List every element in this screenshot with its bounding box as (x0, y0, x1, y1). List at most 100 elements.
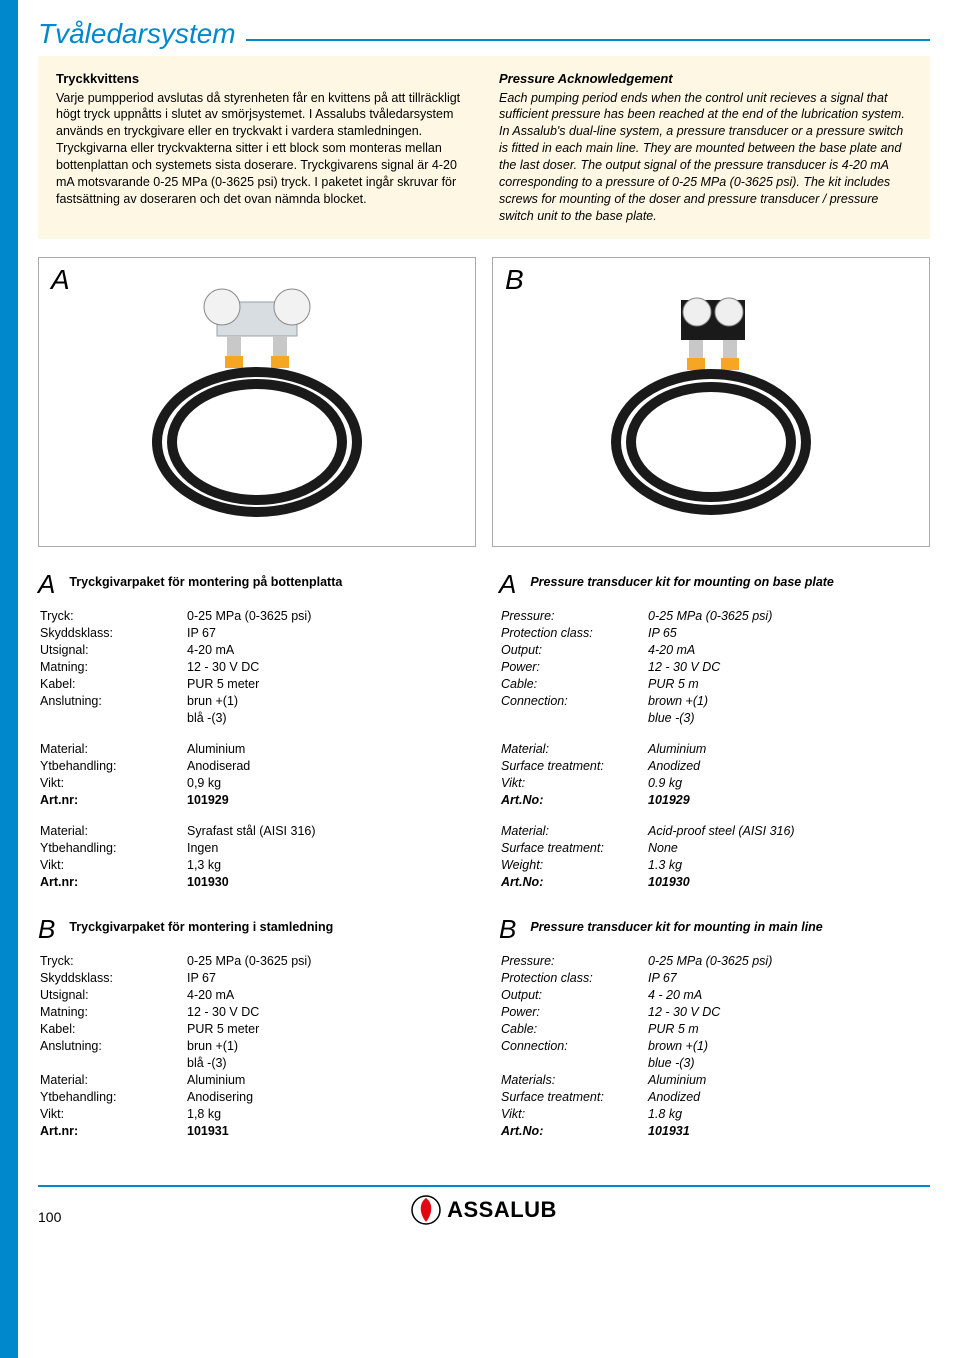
spec-label: Surface treatment: (501, 1090, 646, 1105)
spec-label: Connection: (501, 1039, 646, 1054)
spec-value: 0-25 MPa (0-3625 psi) (187, 954, 467, 969)
spec-label: Pressure: (501, 609, 646, 624)
spec-right-b-letter: B (499, 916, 516, 942)
spec-label (40, 711, 185, 726)
spec-left-b-letter: B (38, 916, 55, 942)
spec-col-right: A Pressure transducer kit for mounting o… (499, 571, 930, 1165)
spec-label: Cable: (501, 677, 646, 692)
spec-right-a-table2: Material:AluminiumSurface treatment:Anod… (499, 740, 930, 810)
spec-label: Pressure: (501, 954, 646, 969)
spec-value: 101931 (648, 1124, 928, 1139)
spec-right-a-letter: A (499, 571, 516, 597)
spec-right-b-title: Pressure transducer kit for mounting in … (530, 916, 822, 934)
spec-value: PUR 5 m (648, 1022, 928, 1037)
spec-right-a-table3: Material:Acid-proof steel (AISI 316)Surf… (499, 822, 930, 892)
spec-label: Skyddsklass: (40, 626, 185, 641)
spec-value: blå -(3) (187, 711, 467, 726)
spec-value: 12 - 30 V DC (187, 1005, 467, 1020)
spec-row: Kabel:PUR 5 meter (40, 1022, 467, 1037)
spec-value: 101929 (648, 793, 928, 808)
spec-row: Material:Syrafast stål (AISI 316) (40, 824, 467, 839)
spec-label: Art.nr: (40, 793, 185, 808)
assalub-logo: ASSALUB (411, 1195, 557, 1225)
spec-row: Vikt:1,3 kg (40, 858, 467, 873)
image-box-b: B (492, 257, 930, 547)
spec-value: 4-20 mA (187, 643, 467, 658)
spec-row: Ytbehandling:Ingen (40, 841, 467, 856)
spec-row: Surface treatment:Anodized (501, 1090, 928, 1105)
spec-label (501, 1056, 646, 1071)
spec-row: blå -(3) (40, 711, 467, 726)
spec-row: Anslutning:brun +(1) (40, 1039, 467, 1054)
spec-row: blue -(3) (501, 1056, 928, 1071)
spec-value: 101929 (187, 793, 467, 808)
spec-label: Power: (501, 660, 646, 675)
spec-value: blå -(3) (187, 1056, 467, 1071)
spec-label: Tryck: (40, 954, 185, 969)
spec-left-a-table2: Material:AluminiumYtbehandling:Anodisera… (38, 740, 469, 810)
spec-left-a: A Tryckgivarpaket för montering på botte… (38, 571, 469, 892)
spec-label: Material: (501, 742, 646, 757)
product-image-a (47, 266, 467, 538)
spec-label: Power: (501, 1005, 646, 1020)
spec-left-b-title: Tryckgivarpaket för montering i stamledn… (69, 916, 333, 934)
spec-value: IP 67 (648, 971, 928, 986)
spec-row: Cable:PUR 5 m (501, 1022, 928, 1037)
spec-value: Aluminium (648, 1073, 928, 1088)
spec-label: Protection class: (501, 971, 646, 986)
intro-left-heading: Tryckkvittens (56, 70, 469, 88)
spec-row: Utsignal:4-20 mA (40, 988, 467, 1003)
spec-row: Vikt:1,8 kg (40, 1107, 467, 1122)
spec-row: Ytbehandling:Anodisering (40, 1090, 467, 1105)
spec-row: Protection class:IP 67 (501, 971, 928, 986)
spec-value: Acid-proof steel (AISI 316) (648, 824, 928, 839)
spec-label: Utsignal: (40, 988, 185, 1003)
spec-label: Ytbehandling: (40, 841, 185, 856)
product-image-b (501, 266, 921, 538)
spec-value: 1,3 kg (187, 858, 467, 873)
spec-row: Matning:12 - 30 V DC (40, 1005, 467, 1020)
spec-row: Vikt:1.8 kg (501, 1107, 928, 1122)
spec-label: Art.nr: (40, 875, 185, 890)
spec-label: Ytbehandling: (40, 1090, 185, 1105)
spec-row: Utsignal:4-20 mA (40, 643, 467, 658)
spec-label (40, 1056, 185, 1071)
intro-right: Pressure Acknowledgement Each pumping pe… (499, 70, 912, 225)
spec-value: 0-25 MPa (0-3625 psi) (648, 954, 928, 969)
spec-row: Kabel:PUR 5 meter (40, 677, 467, 692)
image-box-a: A (38, 257, 476, 547)
spec-right-a-title: Pressure transducer kit for mounting on … (530, 571, 834, 589)
spec-label: Vikt: (501, 776, 646, 791)
spec-label: Matning: (40, 660, 185, 675)
spec-left-a-letter: A (38, 571, 55, 597)
spec-row: Material:Aluminium (501, 742, 928, 757)
spec-value: 12 - 30 V DC (648, 660, 928, 675)
intro-right-body: Each pumping period ends when the contro… (499, 90, 912, 225)
spec-value: brown +(1) (648, 1039, 928, 1054)
spec-label: Material: (40, 742, 185, 757)
spec-label: Vikt: (40, 776, 185, 791)
spec-value: 101930 (187, 875, 467, 890)
spec-value: Aluminium (648, 742, 928, 757)
spec-value: brun +(1) (187, 1039, 467, 1054)
spec-label: Material: (501, 824, 646, 839)
spec-label: Weight: (501, 858, 646, 873)
spec-row: blue -(3) (501, 711, 928, 726)
spec-label: Protection class: (501, 626, 646, 641)
spec-value: 0-25 MPa (0-3625 psi) (648, 609, 928, 624)
spec-value: PUR 5 m (648, 677, 928, 692)
spec-label: Materials: (501, 1073, 646, 1088)
spec-row: Output:4-20 mA (501, 643, 928, 658)
spec-value: Anodisering (187, 1090, 467, 1105)
spec-left-b-table: Tryck:0-25 MPa (0-3625 psi)Skyddsklass:I… (38, 952, 469, 1141)
spec-label: Tryck: (40, 609, 185, 624)
spec-label: Skyddsklass: (40, 971, 185, 986)
spec-row: Power:12 - 30 V DC (501, 660, 928, 675)
spec-label: Kabel: (40, 677, 185, 692)
spec-left-b: B Tryckgivarpaket för montering i stamle… (38, 916, 469, 1141)
spec-row: Anslutning:brun +(1) (40, 694, 467, 709)
spec-value: blue -(3) (648, 711, 928, 726)
spec-row: Skyddsklass:IP 67 (40, 626, 467, 641)
spec-value: PUR 5 meter (187, 677, 467, 692)
title-rule (246, 39, 930, 41)
